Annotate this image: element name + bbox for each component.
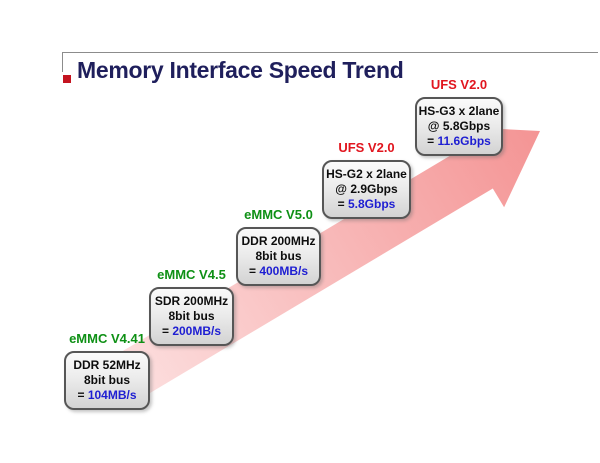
node-value: 400MB/s: [259, 264, 309, 278]
node-line1: HS-G3 x 2lane: [418, 104, 500, 118]
equals-sign: =: [248, 264, 256, 278]
node-value: 11.6Gbps: [437, 134, 491, 148]
node-value: 200MB/s: [172, 324, 222, 338]
node-line1: HS-G2 x 2lane: [326, 167, 407, 181]
node-ufs-v2-hs-g2: UFS V2.0 HS-G2 x 2lane @ 2.9Gbps = 5.8Gb…: [322, 140, 411, 219]
node-line1: DDR 52MHz: [73, 358, 141, 372]
node-box: HS-G2 x 2lane @ 2.9Gbps = 5.8Gbps: [322, 160, 411, 219]
node-label: eMMC V4.41: [69, 331, 145, 346]
node-line2: 8bit bus: [255, 249, 302, 263]
node-box: SDR 200MHz 8bit bus = 200MB/s: [149, 287, 234, 346]
node-value-line: = 400MB/s: [238, 264, 319, 279]
node-box: HS-G3 x 2lane @ 5.8Gbps = 11.6Gbps: [415, 97, 503, 156]
page-title: Memory Interface Speed Trend: [77, 57, 404, 83]
node-value: 104MB/s: [87, 388, 137, 402]
node-value-line: = 5.8Gbps: [324, 197, 409, 212]
node-box: DDR 52MHz 8bit bus = 104MB/s: [64, 351, 150, 410]
node-emmc-v5-0: eMMC V5.0 DDR 200MHz 8bit bus = 400MB/s: [236, 207, 321, 286]
title-bullet-square: [63, 75, 71, 83]
node-value-line: = 11.6Gbps: [417, 134, 501, 149]
node-label: UFS V2.0: [338, 140, 395, 155]
node-line1: DDR 200MHz: [241, 234, 316, 248]
node-value: 5.8Gbps: [348, 197, 396, 211]
node-line2: @ 5.8Gbps: [427, 119, 491, 133]
node-label: eMMC V4.5: [157, 267, 226, 282]
node-value-line: = 104MB/s: [66, 388, 148, 403]
node-line2: 8bit bus: [168, 309, 215, 323]
node-line2: 8bit bus: [83, 373, 130, 387]
header-rule-horizontal: [62, 52, 598, 53]
node-line1: SDR 200MHz: [154, 294, 229, 308]
node-ufs-v2-hs-g3: UFS V2.0 HS-G3 x 2lane @ 5.8Gbps = 11.6G…: [415, 77, 503, 156]
equals-sign: =: [77, 388, 85, 402]
node-box: DDR 200MHz 8bit bus = 400MB/s: [236, 227, 321, 286]
equals-sign: =: [161, 324, 169, 338]
node-label: eMMC V5.0: [244, 207, 313, 222]
node-emmc-v4-41: eMMC V4.41 DDR 52MHz 8bit bus = 104MB/s: [64, 331, 150, 410]
equals-sign: =: [337, 197, 345, 211]
node-line2: @ 2.9Gbps: [335, 182, 398, 196]
equals-sign: =: [427, 134, 435, 148]
header-rule-vertical: [62, 52, 63, 72]
node-emmc-v4-5: eMMC V4.5 SDR 200MHz 8bit bus = 200MB/s: [149, 267, 234, 346]
node-label: UFS V2.0: [430, 77, 488, 92]
node-value-line: = 200MB/s: [151, 324, 232, 339]
